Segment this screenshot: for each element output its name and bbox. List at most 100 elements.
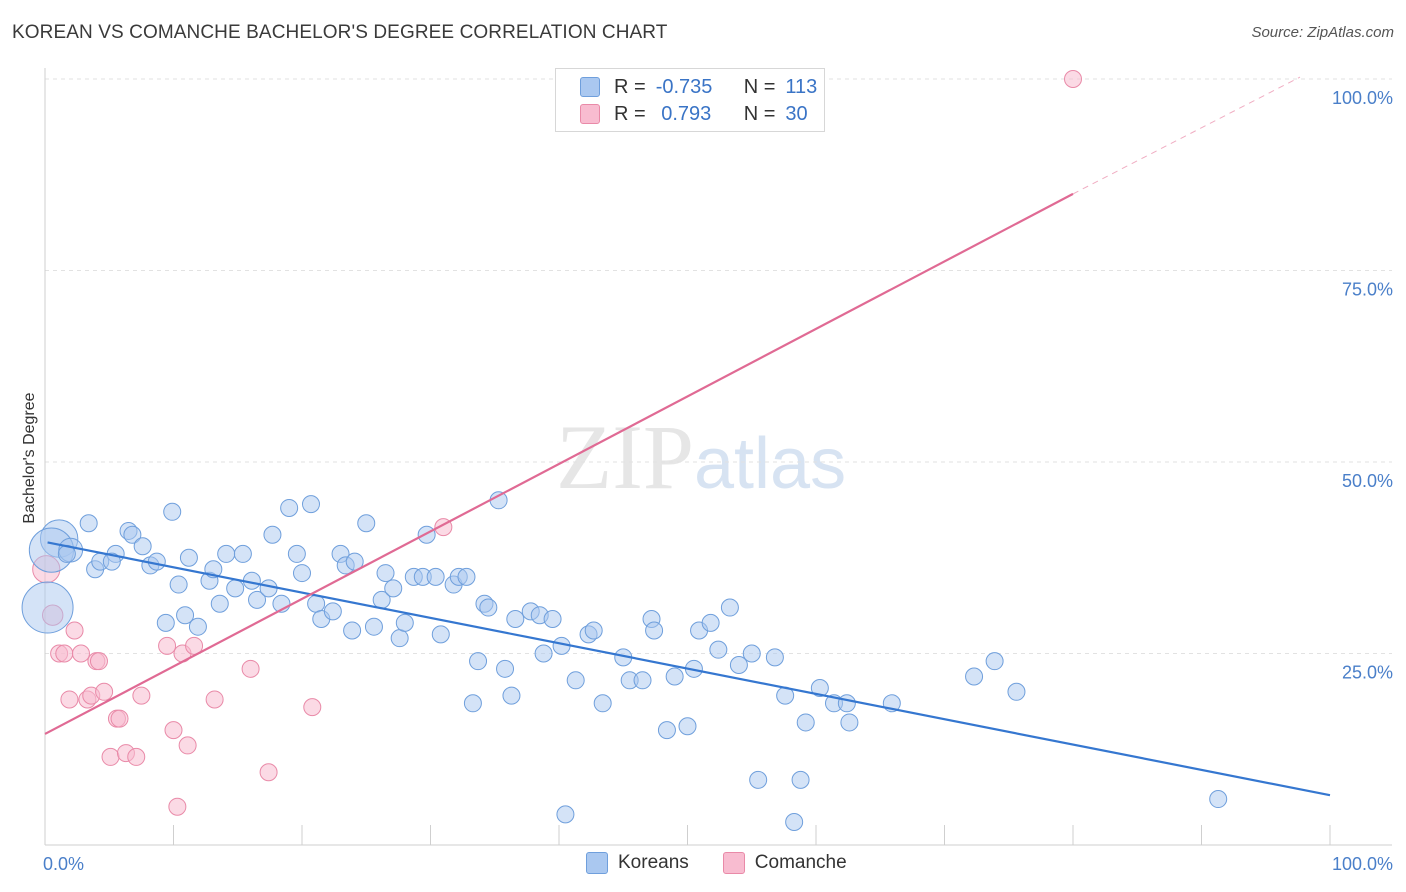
korean-point bbox=[709, 640, 728, 659]
comanche-point bbox=[164, 721, 183, 740]
korean-point bbox=[390, 629, 409, 648]
korean-point bbox=[742, 644, 761, 663]
korean-point bbox=[123, 525, 142, 544]
comanche-point bbox=[55, 644, 74, 663]
korean-point bbox=[287, 544, 306, 563]
comanche-trend-line bbox=[44, 192, 1074, 735]
korean-point bbox=[506, 610, 525, 629]
legend-row-koreans: R = -0.735 N = 113 bbox=[580, 74, 817, 100]
comanche-point bbox=[303, 698, 322, 717]
korean-point bbox=[791, 770, 810, 789]
korean-point bbox=[248, 590, 267, 609]
korean-point bbox=[357, 514, 376, 533]
korean-point bbox=[556, 805, 575, 824]
korean-point bbox=[965, 667, 984, 686]
korean-trend-line bbox=[47, 541, 1331, 797]
korean-point bbox=[133, 537, 152, 556]
correlation-legend: R = -0.735 N = 113 R = 0.793 N = 30 bbox=[555, 68, 825, 132]
korean-point bbox=[496, 659, 515, 678]
korean-point bbox=[657, 721, 676, 740]
korean-point bbox=[810, 678, 829, 697]
korean-point bbox=[837, 694, 856, 713]
korean-point bbox=[1007, 682, 1026, 701]
korean-point bbox=[376, 564, 395, 583]
comanche-point bbox=[158, 636, 177, 655]
korean-point bbox=[543, 610, 562, 629]
korean-point bbox=[749, 770, 768, 789]
korean-point bbox=[502, 686, 521, 705]
korean-point bbox=[21, 581, 74, 634]
comanche-point bbox=[71, 644, 90, 663]
comanche-swatch bbox=[722, 852, 745, 874]
korean-point bbox=[633, 671, 652, 690]
comanche-point bbox=[132, 686, 151, 705]
legend-n-value: 30 bbox=[785, 102, 808, 125]
comanche-point bbox=[168, 797, 187, 816]
korean-point bbox=[534, 644, 553, 663]
korean-point bbox=[233, 544, 252, 563]
koreans-label: Koreans bbox=[618, 852, 689, 873]
y-tick-label: 50.0% bbox=[1342, 471, 1393, 491]
comanche-point bbox=[178, 736, 197, 755]
korean-point bbox=[169, 575, 188, 594]
korean-point bbox=[701, 613, 720, 632]
comanche-point bbox=[101, 747, 120, 766]
comanche-point bbox=[65, 621, 84, 640]
korean-point bbox=[226, 579, 245, 598]
korean-point bbox=[840, 713, 859, 732]
korean-point bbox=[678, 717, 697, 736]
korean-point bbox=[765, 648, 784, 667]
watermark-atlas: atlas bbox=[694, 424, 847, 504]
korean-point bbox=[280, 498, 299, 517]
chart-title: KOREAN VS COMANCHE BACHELOR'S DEGREE COR… bbox=[12, 22, 668, 43]
korean-point bbox=[479, 598, 498, 617]
comanche-point bbox=[259, 763, 278, 782]
korean-point bbox=[343, 621, 362, 640]
series-legend-koreans[interactable]: Koreans bbox=[586, 852, 689, 874]
korean-point bbox=[263, 525, 282, 544]
korean-point bbox=[307, 594, 326, 613]
comanche-point bbox=[185, 636, 204, 655]
comanche-point bbox=[60, 690, 79, 709]
y-tick-label: 100.0% bbox=[1332, 88, 1393, 108]
korean-point bbox=[1209, 790, 1228, 809]
series-legend-comanche[interactable]: Comanche bbox=[722, 852, 847, 874]
korean-point bbox=[210, 594, 229, 613]
korean-point bbox=[217, 544, 236, 563]
legend-r-value: -0.735 bbox=[655, 75, 713, 98]
korean-point bbox=[593, 694, 612, 713]
korean-point bbox=[188, 617, 207, 636]
korean-point bbox=[384, 579, 403, 598]
watermark: ZIPatlas bbox=[556, 404, 846, 510]
korean-point bbox=[301, 495, 320, 514]
series-legend: Koreans Comanche bbox=[586, 852, 881, 874]
y-axis-title: Bachelor's Degree bbox=[21, 392, 38, 523]
korean-point bbox=[463, 694, 482, 713]
legend-n-value: 113 bbox=[785, 75, 818, 98]
legend-n-label: N = bbox=[743, 75, 776, 98]
legend-r-label: R = bbox=[614, 102, 646, 125]
comanche-point bbox=[1064, 70, 1082, 88]
source-label: Source: ZipAtlas.com bbox=[1251, 24, 1394, 41]
legend-r-label: R = bbox=[614, 75, 646, 98]
comanche-point bbox=[205, 690, 224, 709]
korean-point bbox=[364, 617, 383, 636]
korean-point bbox=[426, 567, 445, 586]
korean-point bbox=[665, 667, 684, 686]
korean-point bbox=[785, 813, 804, 832]
korean-point bbox=[720, 598, 739, 617]
korean-point bbox=[156, 613, 175, 632]
korean-point bbox=[457, 567, 476, 586]
comanche-trend-extension bbox=[1072, 76, 1301, 195]
korean-point bbox=[469, 652, 488, 671]
korean-point bbox=[584, 621, 603, 640]
koreans-swatch bbox=[586, 852, 608, 874]
comanche-point bbox=[89, 652, 108, 671]
korean-point bbox=[163, 502, 182, 521]
x-tick-label: 0.0% bbox=[43, 854, 84, 874]
korean-point bbox=[417, 525, 436, 544]
comanche-point bbox=[241, 659, 260, 678]
comanche-point bbox=[127, 747, 146, 766]
korean-point bbox=[293, 564, 311, 583]
